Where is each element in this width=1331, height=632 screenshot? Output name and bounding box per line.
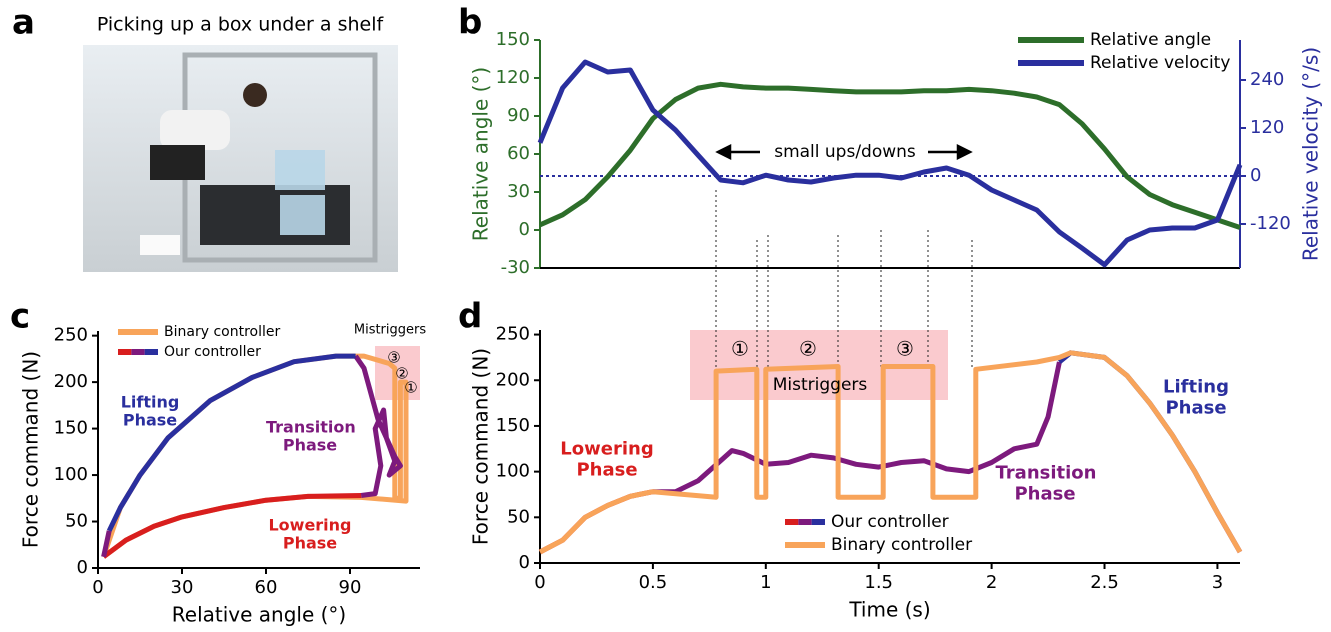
x-tick-label: 2.5 — [1090, 572, 1119, 593]
y-tick-label: 0 — [519, 219, 530, 240]
x-tick-label: 3 — [1212, 572, 1223, 593]
y-tick-label: -30 — [501, 257, 530, 278]
y2-tick-label: 240 — [1250, 69, 1284, 90]
legend-label: Relative velocity — [1090, 53, 1230, 73]
figure-canvas: a Picking up a box under a shelf b c d -… — [0, 0, 1331, 632]
x-tick-label: 1 — [760, 572, 771, 593]
photo — [83, 45, 398, 272]
x-tick-label: 0.5 — [639, 572, 668, 593]
y-tick-label: 100 — [496, 461, 530, 482]
phase-label: Transition Phase — [996, 463, 1095, 504]
y-tick-label: 0 — [519, 552, 530, 573]
y-axis-label: Relative angle (°) — [469, 67, 493, 241]
y-tick-label: 120 — [496, 67, 530, 88]
y-tick-label: 100 — [54, 464, 88, 485]
y-tick-label: 30 — [507, 181, 530, 202]
y-tick-label: 0 — [77, 557, 88, 578]
mistrigger-number: ① — [731, 337, 749, 361]
y-tick-label: 150 — [496, 415, 530, 436]
panel-letter: a — [12, 3, 35, 43]
x-axis-label: Relative angle (°) — [172, 603, 346, 627]
y-tick-label: 200 — [54, 371, 88, 392]
phase-label: Lowering Phase — [266, 517, 354, 554]
legend-label: Binary controller — [831, 535, 972, 555]
x-tick-label: 90 — [339, 577, 362, 598]
y-axis-label: Force command (N) — [19, 351, 43, 548]
mistrigger-number: ③ — [896, 337, 914, 361]
y-tick-label: 60 — [507, 143, 530, 164]
mistrigger-label: Mistriggers — [354, 323, 427, 338]
y-tick-label: 50 — [507, 506, 530, 527]
y-tick-label: 250 — [54, 325, 88, 346]
phase-label: Lowering Phase — [558, 439, 657, 480]
panel-title: Picking up a box under a shelf — [97, 14, 385, 36]
y-tick-label: 90 — [507, 105, 530, 126]
y-tick-label: 50 — [65, 511, 88, 532]
x-tick-label: 2 — [986, 572, 997, 593]
x-axis-label: Time (s) — [848, 598, 930, 622]
phase-label: Lifting Phase — [1147, 377, 1246, 418]
figure: a Picking up a box under a shelf b c d -… — [0, 0, 1331, 632]
mistrigger-label: Mistriggers — [773, 375, 868, 395]
panel-letter: b — [458, 3, 482, 43]
y-tick-label: 150 — [54, 418, 88, 439]
y2-tick-label: 120 — [1250, 117, 1284, 138]
y-tick-label: 200 — [496, 369, 530, 390]
y-axis-label: Force command (N) — [469, 348, 493, 545]
legend-label: Our controller — [831, 512, 949, 532]
y2-tick-label: 0 — [1250, 165, 1261, 186]
legend-label: Our controller — [164, 344, 261, 360]
phase-label: Transition Phase — [266, 419, 354, 456]
x-tick-label: 0 — [92, 577, 103, 598]
x-tick-label: 30 — [171, 577, 194, 598]
panel-letter: c — [10, 297, 30, 337]
panel-letter: d — [458, 297, 482, 337]
mistrigger-number: ② — [395, 365, 408, 383]
legend-label: Relative angle — [1090, 30, 1211, 50]
y-tick-label: 150 — [496, 29, 530, 50]
y2-tick-label: -120 — [1250, 213, 1291, 234]
x-tick-label: 1.5 — [864, 572, 893, 593]
x-tick-label: 60 — [255, 577, 278, 598]
mistrigger-number: ② — [799, 337, 817, 361]
legend-label: Binary controller — [164, 324, 280, 340]
y-tick-label: 250 — [496, 324, 530, 345]
y2-axis-label: Relative velocity (°/s) — [1299, 47, 1323, 261]
mistrigger-number: ③ — [387, 349, 400, 367]
x-tick-label: 0 — [534, 572, 545, 593]
phase-label: Lifting Phase — [106, 394, 194, 431]
annotation: small ups/downs — [774, 142, 916, 162]
